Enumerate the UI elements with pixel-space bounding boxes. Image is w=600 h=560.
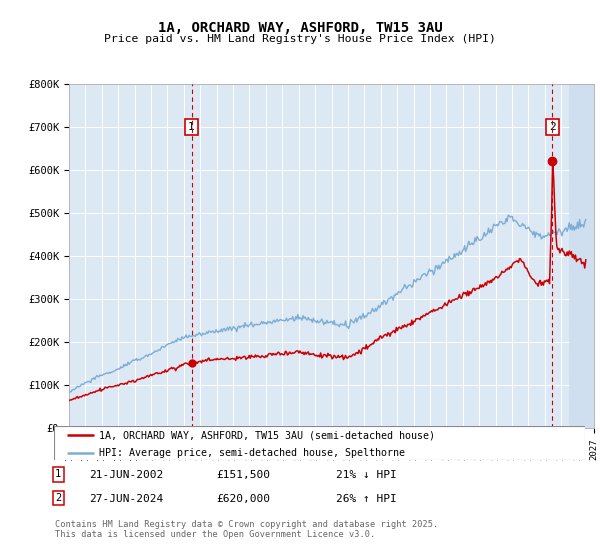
Text: Contains HM Land Registry data © Crown copyright and database right 2025.
This d: Contains HM Land Registry data © Crown c… [55,520,439,539]
Text: £620,000: £620,000 [216,494,270,504]
FancyBboxPatch shape [54,426,585,460]
Bar [569,84,594,428]
Text: 1: 1 [188,122,195,132]
Text: 1: 1 [55,469,61,479]
Text: HPI: Average price, semi-detached house, Spelthorne: HPI: Average price, semi-detached house,… [99,447,405,458]
Text: 2: 2 [55,493,61,503]
Text: 2: 2 [549,122,556,132]
Text: 26% ↑ HPI: 26% ↑ HPI [336,494,397,504]
Text: 21-JUN-2002: 21-JUN-2002 [89,470,163,480]
Text: 1A, ORCHARD WAY, ASHFORD, TW15 3AU (semi-detached house): 1A, ORCHARD WAY, ASHFORD, TW15 3AU (semi… [99,430,435,440]
Text: 27-JUN-2024: 27-JUN-2024 [89,494,163,504]
Text: £151,500: £151,500 [216,470,270,480]
Text: 1A, ORCHARD WAY, ASHFORD, TW15 3AU: 1A, ORCHARD WAY, ASHFORD, TW15 3AU [158,21,442,35]
Text: 21% ↓ HPI: 21% ↓ HPI [336,470,397,480]
Text: Price paid vs. HM Land Registry's House Price Index (HPI): Price paid vs. HM Land Registry's House … [104,34,496,44]
